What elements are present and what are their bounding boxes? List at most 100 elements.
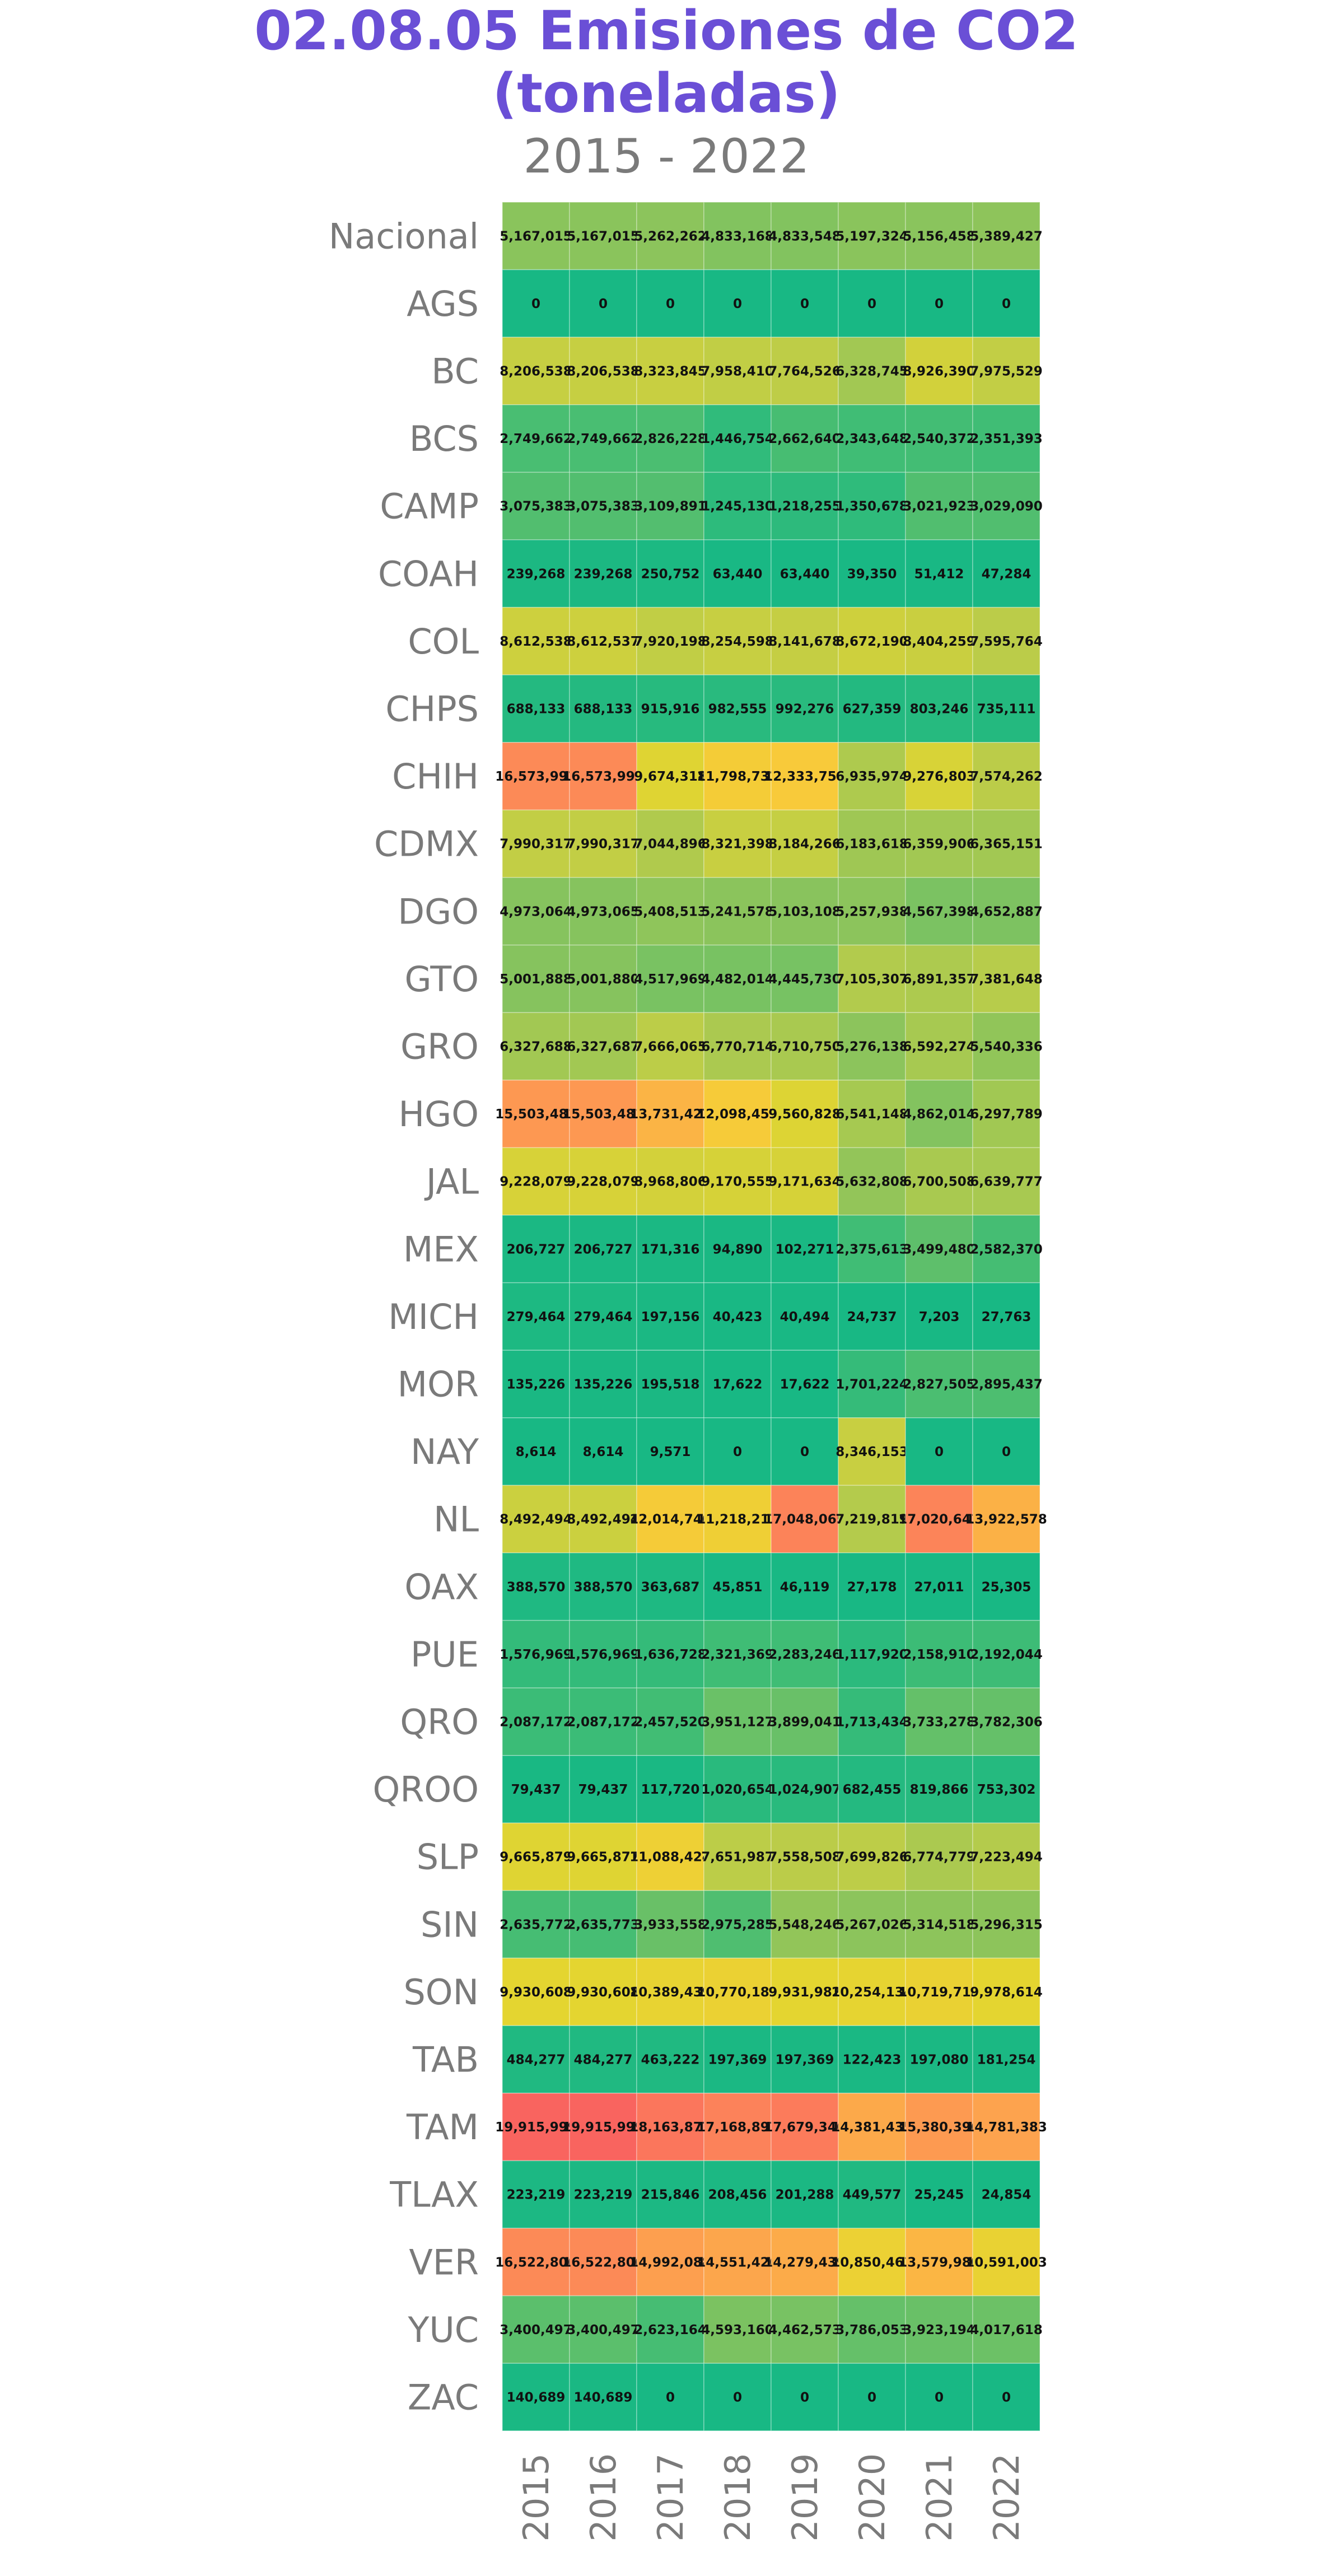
heatmap-cell	[569, 674, 637, 743]
heatmap-cell	[569, 1215, 637, 1284]
heatmap-cell	[972, 2093, 1040, 2162]
cell-value-label: 6,891,357	[903, 972, 976, 987]
cell-value-label: 25,245	[914, 2188, 964, 2202]
heatmap-cell	[771, 472, 839, 540]
chart-subtitle: 2015 - 2022	[523, 129, 809, 184]
row-label: GRO	[400, 1026, 479, 1067]
cell-value-label: 14,781,383	[965, 2120, 1047, 2135]
cell-value-label: 5,103,108	[768, 904, 841, 919]
cell-value-label: 388,570	[507, 1580, 566, 1594]
heatmap-cell	[502, 337, 570, 405]
cell-value-label: 5,548,246	[768, 1917, 841, 1932]
cell-value-label: 8,612,538	[500, 634, 572, 649]
heatmap-cell	[905, 809, 973, 878]
heatmap-cell	[771, 2093, 839, 2162]
heatmap-cell	[905, 404, 973, 473]
heatmap-cell	[703, 1620, 772, 1688]
cell-value-label: 197,156	[641, 1310, 700, 1324]
cell-value-label: 24,737	[847, 1310, 897, 1324]
cell-value-label: 4,833,548	[768, 229, 841, 244]
cell-value-label: 5,257,938	[836, 904, 908, 919]
heatmap-cell	[636, 337, 704, 405]
cell-value-label: 4,482,014	[701, 972, 774, 987]
cell-value-label: 992,276	[776, 702, 834, 717]
heatmap-cell	[703, 1282, 772, 1351]
heatmap-cell	[905, 742, 973, 811]
heatmap-cell	[703, 1350, 772, 1418]
cell-value-label: 6,183,618	[836, 837, 908, 852]
heatmap-cell	[703, 269, 772, 338]
cell-value-label: 6,774,779	[903, 1850, 976, 1865]
cell-value-label: 45,851	[713, 1580, 763, 1594]
row-label: SLP	[417, 1837, 479, 1878]
cell-value-label: 8,141,678	[768, 634, 841, 649]
cell-value-label: 5,296,315	[970, 1917, 1043, 1932]
heatmap-cell	[972, 539, 1040, 608]
heatmap-cell	[502, 606, 570, 675]
heatmap-cell	[972, 2160, 1040, 2229]
cell-value-label: 5,197,324	[836, 229, 908, 244]
cell-value-label: 3,400,497	[567, 2323, 640, 2337]
heatmap-cell	[905, 2295, 973, 2364]
heatmap-cell	[502, 1485, 570, 1553]
cell-value-label: 17,020,643	[898, 1513, 980, 1527]
heatmap-cell	[771, 337, 839, 405]
heatmap-cell	[838, 1350, 906, 1418]
cell-value-label: 7,381,648	[970, 972, 1043, 987]
heatmap-cell	[502, 404, 570, 473]
heatmap-cell	[502, 1147, 570, 1216]
heatmap-cell	[838, 2093, 906, 2162]
heatmap-cell	[502, 1215, 570, 1284]
cell-value-label: 7,920,198	[634, 634, 707, 649]
cell-value-label: 0	[800, 2391, 809, 2405]
cell-value-label: 3,400,497	[500, 2323, 572, 2337]
cell-value-label: 12,014,746	[629, 1513, 711, 1527]
cell-value-label: 4,652,887	[970, 904, 1043, 919]
heatmap-cell	[703, 674, 772, 743]
cell-value-label: 17,048,065	[764, 1513, 846, 1527]
cell-value-label: 6,770,714	[701, 1040, 774, 1054]
heatmap-cell	[569, 1890, 637, 1959]
cell-value-label: 2,087,172	[567, 1715, 640, 1730]
row-label: NL	[433, 1499, 479, 1540]
cell-value-label: 3,899,041	[768, 1715, 841, 1730]
cell-value-label: 6,328,745	[836, 365, 908, 379]
heatmap-cell	[771, 2160, 839, 2229]
cell-value-label: 3,951,127	[701, 1715, 774, 1730]
cell-value-label: 102,271	[776, 1242, 834, 1257]
heatmap-cell	[636, 1552, 704, 1621]
cell-value-label: 2,975,285	[701, 1917, 774, 1932]
cell-value-label: 1,701,224	[836, 1378, 908, 1392]
heatmap-cell	[636, 2295, 704, 2364]
row-label: CHPS	[385, 689, 479, 730]
cell-value-label: 9,228,079	[500, 1175, 572, 1189]
cell-value-label: 223,219	[507, 2188, 566, 2202]
cell-value-label: 8,206,538	[567, 365, 640, 379]
cell-value-label: 4,973,065	[567, 904, 640, 919]
cell-value-label: 16,573,993	[495, 769, 577, 784]
cell-value-label: 18,163,877	[629, 2120, 711, 2135]
cell-value-label: 6,700,508	[903, 1175, 976, 1189]
cell-value-label: 279,464	[574, 1310, 633, 1324]
heatmap-cell	[771, 404, 839, 473]
cell-value-label: 2,749,662	[500, 432, 572, 446]
cell-value-label: 8,614	[583, 1445, 624, 1459]
heatmap-cell	[838, 1215, 906, 1284]
heatmap-cell	[636, 539, 704, 608]
row-label: QROO	[373, 1769, 479, 1810]
chart-title-line1: 02.08.05 Emisiones de CO2	[254, 0, 1079, 62]
column-label: 2015	[516, 2453, 557, 2542]
cell-value-label: 682,455	[843, 1782, 902, 1797]
heatmap-cell	[703, 202, 772, 270]
cell-value-label: 197,080	[910, 2053, 969, 2068]
heatmap-cell	[838, 1552, 906, 1621]
cell-value-label: 197,369	[708, 2053, 767, 2068]
heatmap-cell	[502, 2093, 570, 2162]
heatmap-cell	[838, 1417, 906, 1486]
cell-value-label: 17,622	[780, 1378, 830, 1392]
heatmap-cell	[502, 1012, 570, 1081]
heatmap-cell	[636, 1012, 704, 1081]
cell-value-label: 4,862,014	[903, 1107, 976, 1122]
cell-value-label: 0	[666, 2391, 675, 2405]
cell-value-label: 0	[733, 2391, 742, 2405]
